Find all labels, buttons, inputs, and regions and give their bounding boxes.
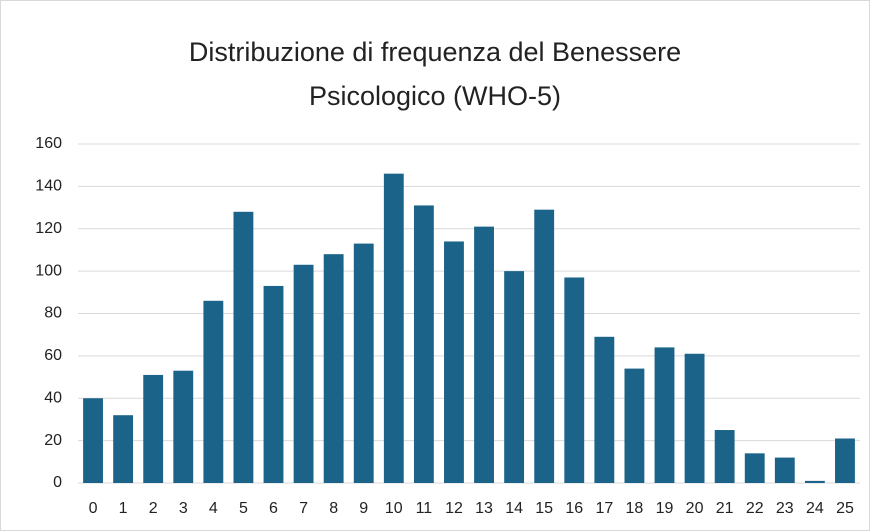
bar [323,254,344,483]
x-tick-label: 3 [179,500,188,517]
y-tick-label: 100 [35,262,62,279]
x-tick-label: 1 [119,500,128,517]
y-tick-label: 60 [44,347,62,364]
x-tick-label: 23 [776,500,794,517]
bar [413,205,434,483]
x-tick-label: 2 [149,500,158,517]
x-tick-label: 0 [89,500,98,517]
x-tick-label: 25 [836,500,854,517]
y-tick-label: 40 [44,389,62,406]
x-tick-label: 5 [239,500,248,517]
x-tick-label: 14 [505,500,523,517]
bar [293,264,314,483]
bar [774,457,795,483]
bar [173,370,194,483]
y-tick-label: 160 [35,135,62,152]
x-tick-label: 24 [806,500,824,517]
bar [203,300,224,483]
x-tick-label: 20 [686,500,704,517]
bar [654,347,675,483]
x-tick-label: 13 [475,500,493,517]
y-tick-label: 120 [35,220,62,237]
x-tick-label: 10 [385,500,403,517]
bar [534,209,555,483]
x-tick-label: 21 [716,500,734,517]
x-tick-label: 8 [329,500,338,517]
bar [594,336,615,483]
y-tick-label: 0 [53,474,62,491]
bar [804,480,825,483]
bar [263,285,284,483]
y-tick-label: 140 [35,178,62,195]
bar [233,211,254,484]
x-tick-label: 15 [535,500,553,517]
x-tick-label: 4 [209,500,218,517]
bar [624,368,645,483]
x-tick-label: 17 [595,500,613,517]
x-tick-label: 11 [416,500,433,517]
bar [564,277,585,483]
x-tick-label: 16 [565,500,583,517]
bar [714,430,735,483]
bar [444,241,464,483]
bar [143,374,164,483]
y-tick-label: 80 [44,305,62,322]
bar [383,173,404,483]
x-tick-label: 7 [299,500,308,517]
x-tick-label: 18 [626,500,644,517]
bar [83,398,103,483]
bar [744,453,765,483]
x-tick-label: 19 [656,500,674,517]
x-tick-label: 22 [746,500,764,517]
bar [474,226,494,483]
bar [504,271,525,483]
bar [684,353,705,483]
bar [353,243,374,483]
bar [113,415,134,483]
x-tick-label: 9 [359,500,368,517]
x-tick-label: 12 [445,500,463,517]
y-tick-label: 20 [44,432,62,449]
bar [835,438,855,483]
chart-title: Distribuzione di frequenza del Benessere… [188,37,682,111]
x-tick-label: 6 [269,500,278,517]
